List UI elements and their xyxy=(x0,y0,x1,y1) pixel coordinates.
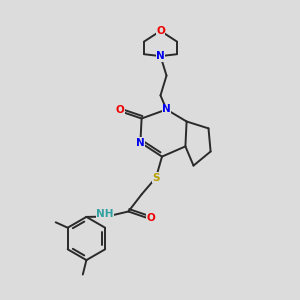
Text: N: N xyxy=(162,104,171,115)
Text: S: S xyxy=(152,172,160,183)
Text: O: O xyxy=(146,213,155,223)
Text: N: N xyxy=(156,51,165,61)
Text: O: O xyxy=(115,105,124,116)
Text: N: N xyxy=(156,51,165,61)
Text: NH: NH xyxy=(96,209,114,219)
Text: N: N xyxy=(136,137,145,148)
Text: O: O xyxy=(156,26,165,36)
Text: O: O xyxy=(156,26,165,36)
